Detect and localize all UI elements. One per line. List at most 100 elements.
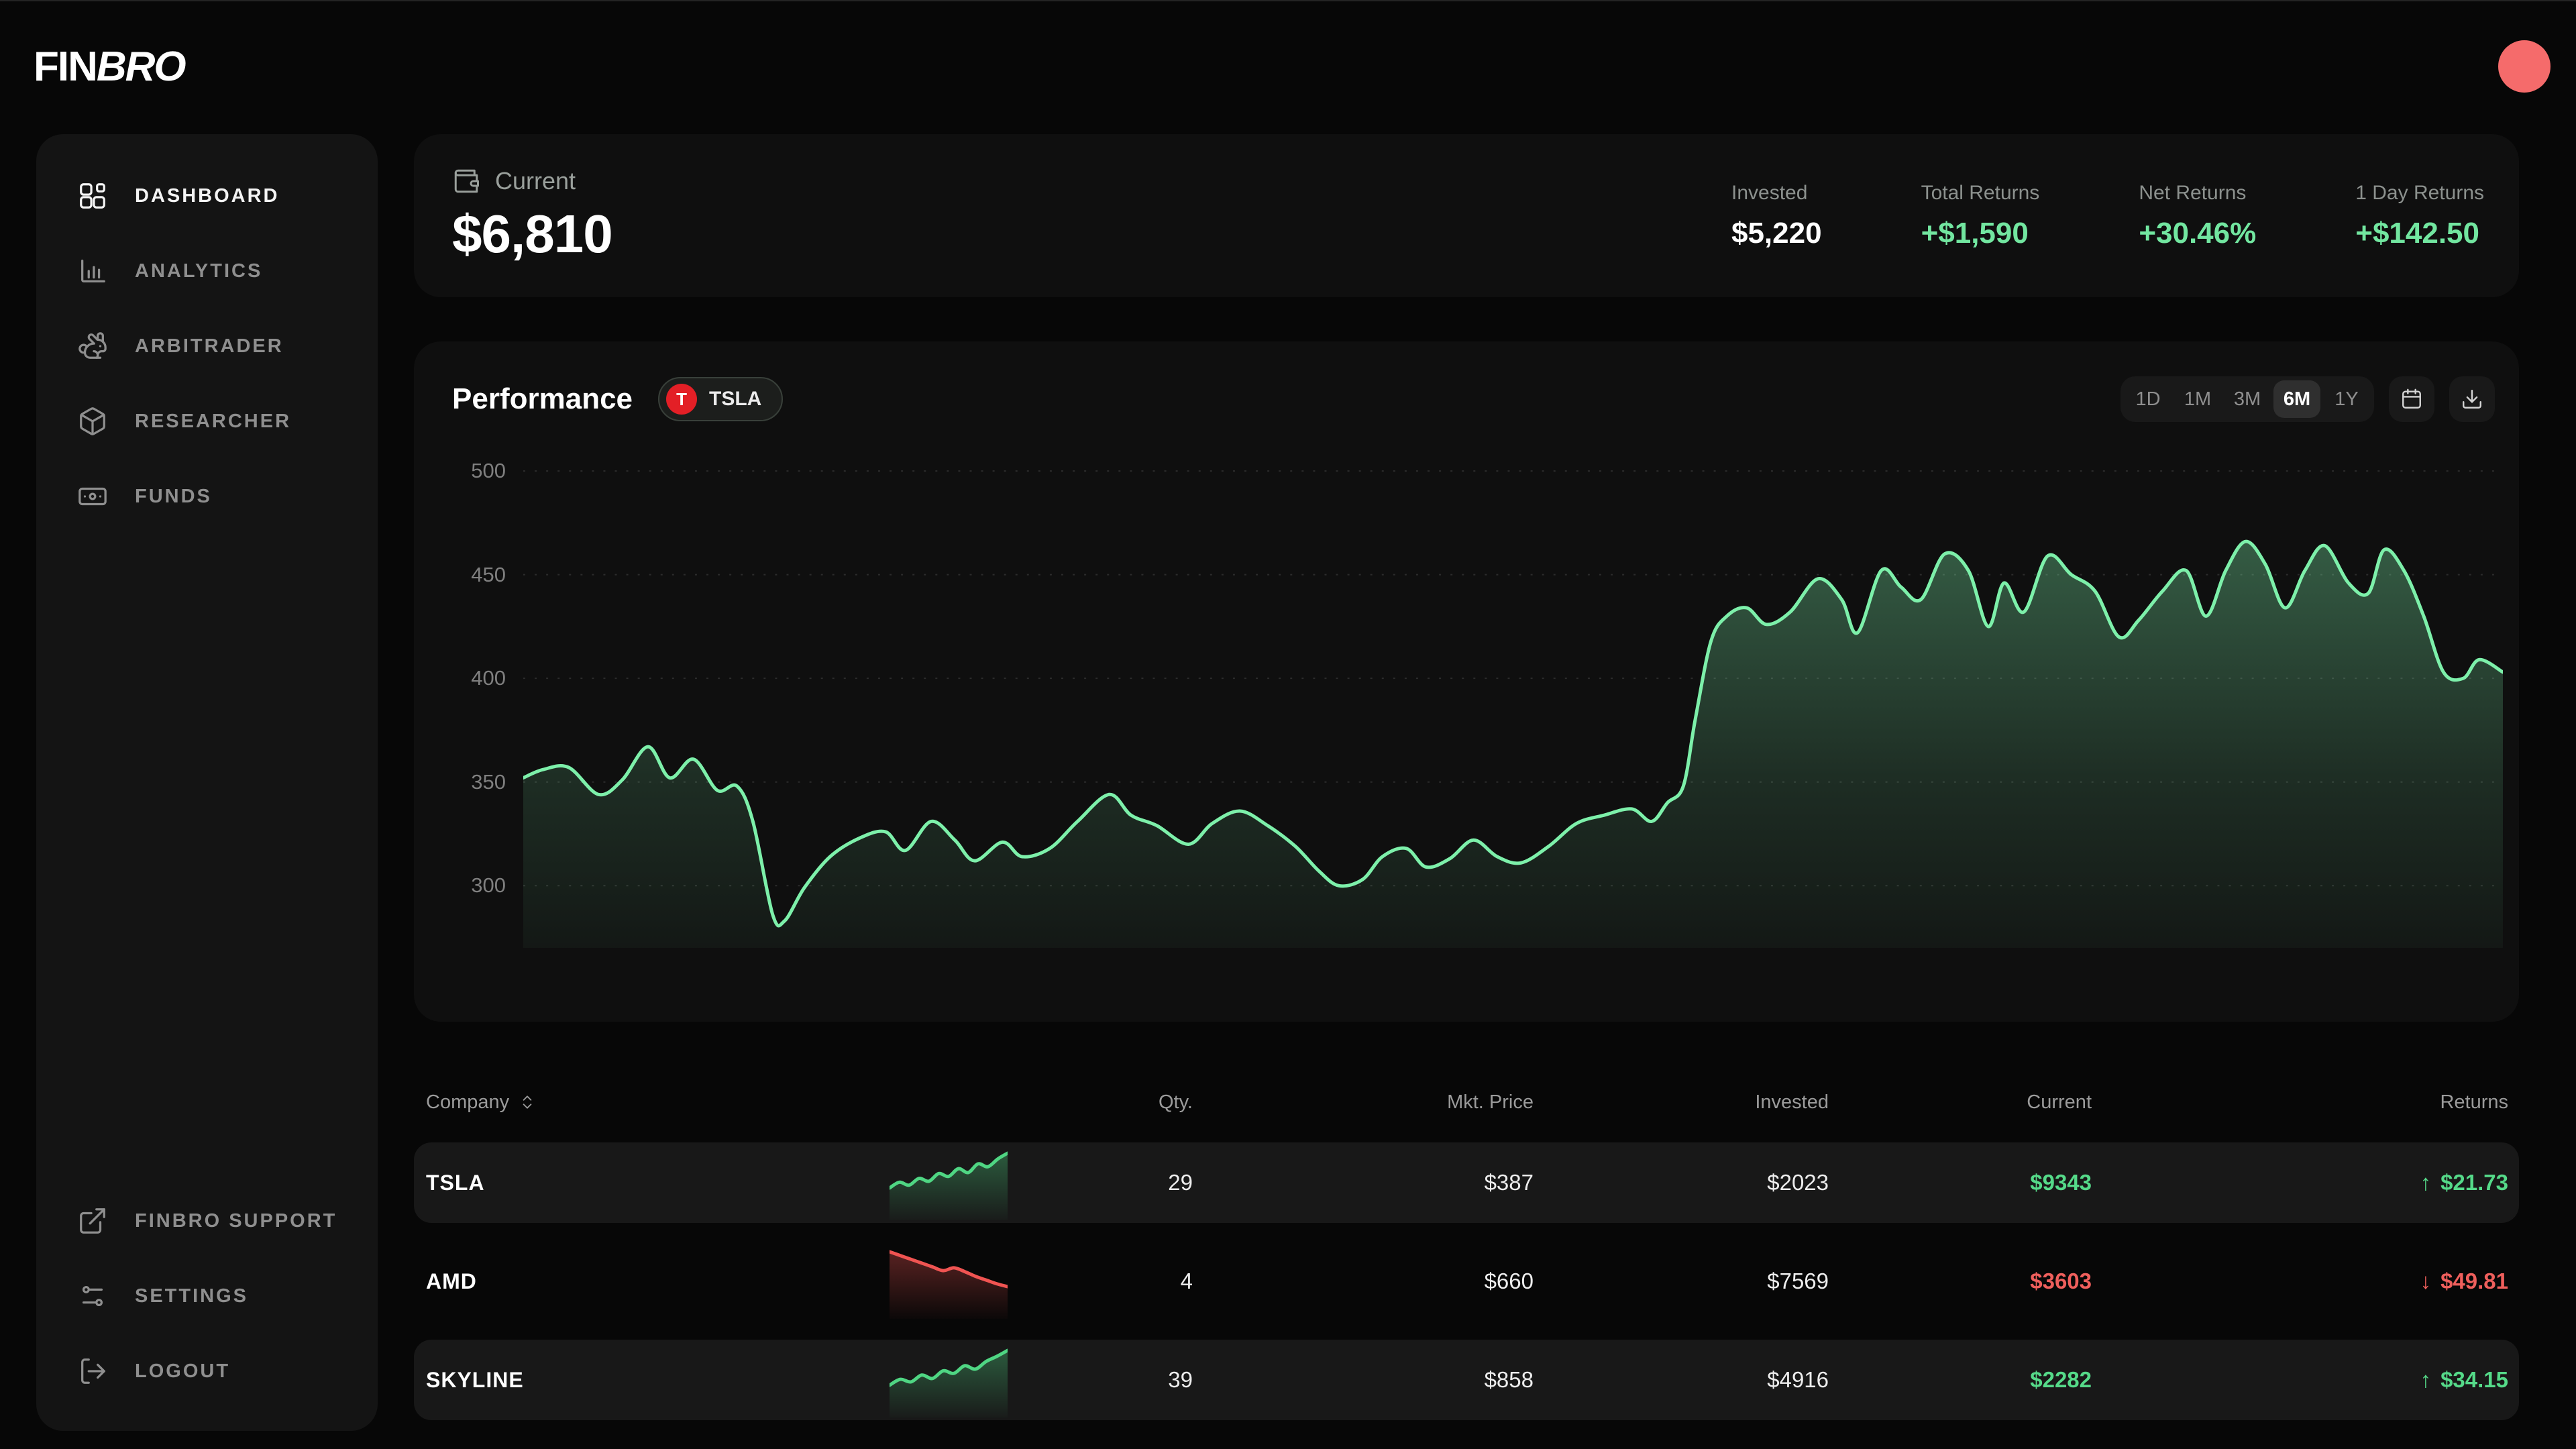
stat-value: $5,220 (1731, 216, 1822, 250)
logo-text-italic: BRO (96, 43, 186, 90)
table-row[interactable]: SKYLINE 39 $858 $4916 $2282 ↑ $34.15 (414, 1340, 2519, 1420)
chart-plot-area (523, 446, 2503, 948)
stat-value: +$142.50 (2355, 216, 2479, 250)
dashboard-icon (80, 183, 105, 209)
sidebar-item-settings[interactable]: SETTINGS (77, 1258, 248, 1334)
sidebar-item-researcher[interactable]: RESEARCHER (77, 384, 358, 459)
sidebar-item-funds[interactable]: FUNDS (77, 459, 358, 534)
sidebar-footer: FINBRO SUPPORT SETTINGS LOGOUT (77, 1183, 358, 1409)
sparkline-svg (889, 1151, 1008, 1220)
returns-cell: ↑ $21.73 (2092, 1170, 2508, 1195)
sidebar-item-analytics[interactable]: ANALYTICS (77, 233, 358, 309)
y-axis-tick: 350 (471, 769, 506, 794)
summary-stat: Net Returns +30.46% (2139, 182, 2256, 250)
sidebar-item-label: RESEARCHER (135, 410, 292, 432)
sidebar-item-finbro-support[interactable]: FINBRO SUPPORT (77, 1183, 337, 1258)
returns-cell: ↓ $49.81 (2092, 1269, 2508, 1294)
table-body: TSLA 29 $387 $2023 $9343 ↑ $21.73 (414, 1142, 2519, 1420)
current-value: $6,810 (452, 203, 613, 264)
download-button[interactable] (2449, 376, 2495, 422)
summary-stat: Total Returns +$1,590 (1921, 182, 2040, 250)
column-header-company[interactable]: Company (426, 1091, 879, 1114)
main-content: Current $6,810 Invested $5,220 Total Ret… (414, 134, 2519, 1438)
performance-chart: 500 450 400 350 300 (452, 446, 2503, 948)
calendar-button[interactable] (2389, 376, 2434, 422)
mkt-price-cell: $387 (1484, 1170, 1534, 1195)
performance-header: Performance T TSLA 1D 1M 3M (452, 375, 2503, 423)
cube-icon (80, 407, 105, 435)
sidebar-item-label: ANALYTICS (135, 260, 263, 282)
stat-label: Net Returns (2139, 181, 2247, 204)
current-value-block: Current $6,810 (452, 166, 613, 265)
table-row[interactable]: AMD 4 $660 $7569 $3603 ↓ $49.81 (414, 1241, 2519, 1322)
performance-controls: 1D 1M 3M 6M 1Y (2121, 376, 2495, 422)
summary-stats: Invested $5,220 Total Returns +$1,590 Ne… (1731, 182, 2484, 250)
current-label: Current (495, 166, 576, 195)
time-range-button[interactable]: 1D (2125, 380, 2171, 418)
portfolio-summary-card: Current $6,810 Invested $5,220 Total Ret… (414, 134, 2519, 297)
wallet-icon (454, 169, 479, 193)
sidebar-item-arbitrader[interactable]: ARBITRADER (77, 309, 358, 384)
external-link-icon (80, 1208, 105, 1234)
sidebar-item-label: FINBRO SUPPORT (135, 1210, 337, 1232)
invested-cell: $4916 (1767, 1367, 1829, 1392)
holdings-table: Company Qty. Mkt. Price Invested Current… (414, 1089, 2519, 1438)
returns-cell: ↑ $34.15 (2092, 1367, 2508, 1393)
sidebar-item-dashboard[interactable]: DASHBOARD (77, 158, 358, 233)
time-range-button[interactable]: 3M (2224, 380, 2271, 418)
time-range-button[interactable]: 1M (2174, 380, 2221, 418)
performance-card: Performance T TSLA 1D 1M 3M (414, 341, 2519, 1022)
logout-icon (81, 1358, 105, 1384)
sparkline (879, 1244, 1018, 1319)
trend-arrow-icon: ↑ (2420, 1367, 2432, 1392)
table-row[interactable]: TSLA 29 $387 $2023 $9343 ↑ $21.73 (414, 1142, 2519, 1223)
sort-icon (523, 1095, 532, 1109)
topbar: FINBRO (0, 1, 2576, 131)
invested-cell: $7569 (1767, 1269, 1829, 1293)
sparkline-svg (889, 1348, 1008, 1417)
time-range-selector: 1D 1M 3M 6M 1Y (2121, 376, 2374, 422)
time-range-button[interactable]: 1Y (2323, 380, 2370, 418)
sidebar: DASHBOARD ANALYTICS ARBITRADER RESEARCHE… (36, 134, 378, 1431)
logo-text-regular: FIN (34, 43, 98, 90)
qty-cell: 29 (1168, 1170, 1193, 1195)
trend-arrow-icon: ↑ (2420, 1170, 2432, 1195)
stat-label: Total Returns (1921, 181, 2040, 204)
table-header-row: Company Qty. Mkt. Price Invested Current… (414, 1089, 2519, 1116)
sidebar-item-logout[interactable]: LOGOUT (77, 1334, 230, 1409)
area-chart-svg (523, 470, 2503, 948)
stat-label: 1 Day Returns (2355, 181, 2484, 204)
time-range-button[interactable]: 6M (2273, 380, 2320, 418)
returns-value: $34.15 (2440, 1367, 2508, 1392)
rabbit-icon (78, 332, 107, 359)
column-header-current: Current (2027, 1091, 2092, 1113)
column-header-returns: Returns (2440, 1091, 2508, 1113)
banknote-icon (78, 487, 107, 506)
sliders-icon (82, 1285, 103, 1307)
mkt-price-cell: $660 (1484, 1269, 1534, 1293)
mkt-price-cell: $858 (1484, 1367, 1534, 1392)
column-header-mkt-price: Mkt. Price (1447, 1091, 1534, 1113)
chart-line (523, 539, 2503, 928)
y-axis-tick: 500 (471, 459, 506, 483)
company-ticker: TSLA (426, 1170, 485, 1195)
returns-value: $49.81 (2440, 1269, 2508, 1293)
chart-y-axis: 500 450 400 350 300 (452, 446, 506, 948)
company-ticker: AMD (426, 1269, 477, 1293)
y-axis-tick: 450 (471, 562, 506, 586)
invested-cell: $2023 (1767, 1170, 1829, 1195)
download-icon (2463, 390, 2481, 409)
sidebar-item-label: DASHBOARD (135, 184, 280, 207)
user-avatar[interactable] (2498, 40, 2551, 93)
company-ticker: SKYLINE (426, 1367, 524, 1392)
column-header-invested: Invested (1755, 1091, 1829, 1113)
ticker-badge-tsla[interactable]: T TSLA (658, 377, 784, 421)
column-header-label: Company (426, 1091, 510, 1113)
column-header-qty: Qty. (1158, 1091, 1193, 1113)
stat-value: +30.46% (2139, 216, 2257, 250)
current-cell: $3603 (2030, 1269, 2092, 1293)
y-axis-tick: 300 (471, 873, 506, 898)
sparkline-svg (889, 1250, 1008, 1319)
sparkline (879, 1342, 1018, 1417)
sparkline (879, 1145, 1018, 1220)
